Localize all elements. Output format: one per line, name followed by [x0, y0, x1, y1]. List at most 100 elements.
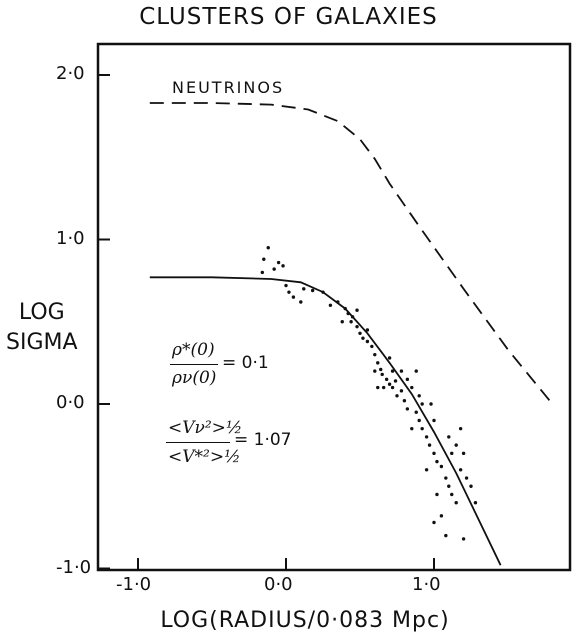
- data-point: [450, 451, 454, 456]
- rho-fraction-bar: [170, 364, 218, 365]
- data-point: [365, 339, 370, 344]
- data-point: [439, 514, 444, 518]
- x-axis-label: LOG(RADIUS/0·083 Mpc): [160, 608, 450, 633]
- v-fraction-bar: [166, 442, 230, 443]
- data-point: [380, 372, 384, 377]
- data-point: [432, 451, 436, 456]
- data-point: [450, 492, 454, 497]
- data-point: [454, 443, 458, 447]
- x-tick-label: -1·0: [116, 574, 152, 595]
- data-point: [427, 443, 432, 447]
- data-point: [432, 520, 436, 525]
- data-point: [379, 367, 383, 372]
- data-point: [281, 264, 285, 268]
- data-point: [464, 476, 469, 480]
- x-ticks: [137, 558, 435, 570]
- data-point: [373, 369, 377, 373]
- neutrinos-curve: [149, 102, 554, 405]
- data-point: [399, 389, 404, 393]
- data-point: [284, 283, 288, 288]
- y-axis-label: LOG SIGMA: [6, 298, 78, 358]
- data-point: [424, 435, 429, 439]
- y-tick-label: 2·0: [56, 63, 85, 84]
- data-point: [420, 402, 424, 406]
- y-tick-label: 0·0: [56, 392, 85, 413]
- neutrinos-label: NEUTRINOS: [172, 78, 285, 97]
- data-point: [355, 308, 359, 312]
- data-point: [328, 303, 333, 307]
- data-point: [355, 324, 359, 329]
- rho-ratio-value: = 0·1: [222, 353, 269, 373]
- data-point: [410, 385, 414, 390]
- data-point: [346, 311, 350, 316]
- data-point: [395, 394, 399, 398]
- v-nu-label: <Vν²>½: [168, 418, 243, 438]
- x-tick-label: 1·0: [412, 574, 441, 595]
- data-point: [390, 369, 395, 373]
- data-point: [417, 394, 421, 398]
- data-point: [410, 426, 414, 431]
- data-point: [405, 377, 410, 382]
- data-point: [349, 320, 353, 324]
- data-point: [469, 484, 473, 488]
- data-point: [321, 290, 325, 294]
- data-point: [414, 410, 418, 414]
- data-point: [343, 306, 347, 311]
- data-point: [266, 246, 270, 250]
- rho-star-label: ρ*(0): [172, 340, 215, 360]
- data-point: [424, 468, 429, 472]
- data-point: [461, 451, 466, 456]
- chart-title: CLUSTERS OF GALAXIES: [139, 4, 438, 30]
- data-point: [365, 328, 370, 332]
- data-point: [373, 352, 377, 357]
- data-point: [262, 257, 266, 261]
- data-point: [276, 260, 281, 265]
- scatter-points: [260, 246, 478, 541]
- data-point: [454, 501, 458, 505]
- data-point: [260, 270, 265, 275]
- rho-nu-label: ρν(0): [172, 368, 217, 388]
- data-point: [340, 320, 344, 324]
- x-tick-label: 0·0: [264, 574, 293, 595]
- data-point: [336, 300, 340, 304]
- y-tick-label: -1·0: [56, 556, 92, 578]
- data-point: [390, 385, 395, 390]
- y-axis-label-line1: LOG: [18, 300, 65, 325]
- data-point: [376, 385, 380, 390]
- v-star-label: <V*²>½: [168, 447, 241, 467]
- data-point: [310, 288, 315, 293]
- data-point: [384, 377, 389, 382]
- data-point: [387, 382, 392, 386]
- data-point: [414, 369, 418, 373]
- data-point: [361, 336, 365, 340]
- data-point: [358, 331, 362, 335]
- data-point: [458, 468, 463, 472]
- v-ratio-value: = 1·07: [234, 430, 292, 450]
- data-point: [444, 476, 448, 480]
- data-point: [435, 459, 439, 464]
- data-point: [370, 344, 374, 349]
- y-ticks: [98, 74, 110, 570]
- data-point: [429, 402, 433, 406]
- data-point: [458, 426, 463, 431]
- data-point: [473, 501, 478, 505]
- data-point: [387, 356, 392, 360]
- data-point: [417, 418, 421, 423]
- data-point: [461, 537, 466, 541]
- data-point: [272, 267, 276, 271]
- data-point: [432, 418, 436, 423]
- plot-frame: [96, 42, 572, 572]
- data-point: [439, 464, 444, 469]
- model-curve: [149, 276, 502, 566]
- data-point: [299, 300, 303, 304]
- data-point: [447, 484, 451, 488]
- data-point: [444, 533, 448, 538]
- data-point: [350, 315, 355, 319]
- data-point: [399, 369, 404, 373]
- data-point: [447, 435, 451, 439]
- y-tick-label: 1·0: [56, 227, 85, 249]
- y-axis-label-line2: SIGMA: [6, 330, 78, 355]
- series-lines: [149, 102, 554, 566]
- data-point: [402, 399, 407, 403]
